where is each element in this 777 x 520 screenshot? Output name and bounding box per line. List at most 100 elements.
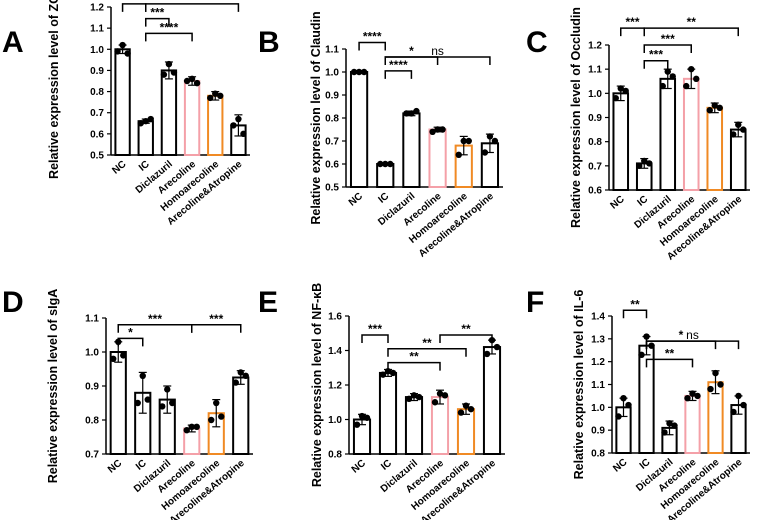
data-point — [110, 355, 117, 362]
y-tick-label: 1.0 — [85, 348, 99, 359]
data-point — [169, 399, 176, 407]
data-point — [694, 392, 701, 400]
significance-label: *** — [625, 15, 639, 29]
y-tick-label: 0.9 — [591, 426, 605, 437]
y-tick-label: 0.9 — [325, 91, 339, 102]
significance-bracket — [121, 3, 147, 12]
data-point — [212, 90, 219, 97]
significance-bracket — [145, 3, 240, 12]
data-point — [382, 160, 389, 168]
bar — [659, 77, 677, 191]
bar — [376, 163, 395, 188]
data-point — [415, 393, 423, 401]
data-point — [403, 110, 410, 117]
significance-label: *** — [649, 48, 663, 62]
significance-label: *** — [150, 6, 164, 20]
y-tick-label: 1.2 — [90, 3, 104, 14]
data-point — [486, 133, 494, 140]
significance-label: *** — [148, 312, 162, 326]
y-tick-label: 0.9 — [85, 382, 99, 393]
data-point — [683, 82, 690, 90]
data-point — [462, 402, 470, 409]
data-point — [441, 392, 449, 399]
significance-bracket — [645, 340, 740, 350]
bar — [456, 408, 476, 455]
significance-label: * — [679, 328, 684, 342]
data-point — [240, 130, 247, 138]
data-point — [615, 413, 622, 420]
data-point — [431, 399, 439, 406]
category-label: NC — [350, 458, 368, 476]
y-tick-label: 1.0 — [588, 89, 602, 100]
data-point — [353, 421, 361, 428]
data-point — [119, 41, 126, 49]
category-label: NC — [609, 194, 627, 212]
y-tick-label: 0.9 — [90, 66, 104, 77]
bar — [402, 112, 421, 188]
data-point — [188, 423, 195, 430]
y-tick-label: 1.4 — [591, 312, 605, 323]
data-point — [164, 386, 171, 393]
bar — [109, 351, 127, 455]
data-point — [183, 77, 191, 85]
significance-bracket — [358, 41, 386, 51]
bar — [729, 128, 747, 191]
data-point — [666, 420, 673, 427]
y-tick-label: 1.1 — [325, 45, 339, 56]
y-tick-label: 1.2 — [328, 381, 342, 392]
category-label: IC — [137, 159, 152, 174]
bar — [682, 77, 700, 191]
category-label: NC — [347, 191, 365, 209]
data-point — [363, 414, 371, 421]
data-point — [144, 396, 151, 403]
y-axis-label: Relative expression level of ZO-1 — [47, 0, 61, 179]
data-point — [717, 381, 724, 388]
data-point — [740, 126, 747, 133]
category-label: IC — [379, 458, 394, 473]
y-tick-label: 1.2 — [588, 41, 602, 52]
data-point — [620, 395, 627, 402]
significance-label: * — [128, 325, 133, 339]
data-point — [711, 102, 718, 109]
y-tick-label: 1.1 — [588, 65, 602, 76]
data-point — [350, 68, 358, 76]
data-point — [142, 117, 149, 125]
y-tick-label: 0.7 — [325, 137, 339, 148]
significance-bracket — [145, 32, 193, 42]
category-label: IC — [638, 457, 653, 472]
significance-bracket — [643, 44, 692, 53]
data-point — [139, 372, 146, 379]
data-point — [193, 79, 201, 87]
significance-bracket — [620, 27, 645, 37]
y-axis-label: Relative expression level of Claudin — [309, 11, 323, 224]
y-tick-label: 0.8 — [588, 137, 602, 148]
data-point — [648, 342, 655, 349]
significance-label: ns — [686, 328, 699, 342]
significance-bracket — [387, 361, 441, 371]
data-point — [460, 137, 467, 145]
panel-letter: A — [2, 26, 24, 59]
panel-b: B Relative expression level of Claudin 0.5… — [258, 11, 503, 260]
significance-label: ** — [187, 0, 197, 5]
data-point — [465, 137, 472, 145]
data-point — [730, 131, 737, 138]
data-point — [671, 422, 678, 429]
data-point — [207, 94, 214, 102]
y-tick-label: 0.8 — [328, 450, 342, 461]
bar — [428, 128, 447, 188]
data-point — [405, 395, 413, 402]
data-point — [481, 149, 489, 156]
data-point — [617, 85, 624, 92]
bar — [207, 94, 224, 157]
significance-label: ** — [461, 322, 471, 336]
y-tick-label: 1.1 — [591, 380, 605, 391]
data-point — [735, 392, 742, 400]
data-point — [735, 121, 742, 128]
data-point — [636, 162, 643, 170]
data-point — [358, 412, 366, 420]
data-point — [436, 390, 444, 397]
data-point — [661, 429, 668, 436]
data-point — [707, 385, 714, 393]
significance-bracket — [191, 324, 242, 333]
